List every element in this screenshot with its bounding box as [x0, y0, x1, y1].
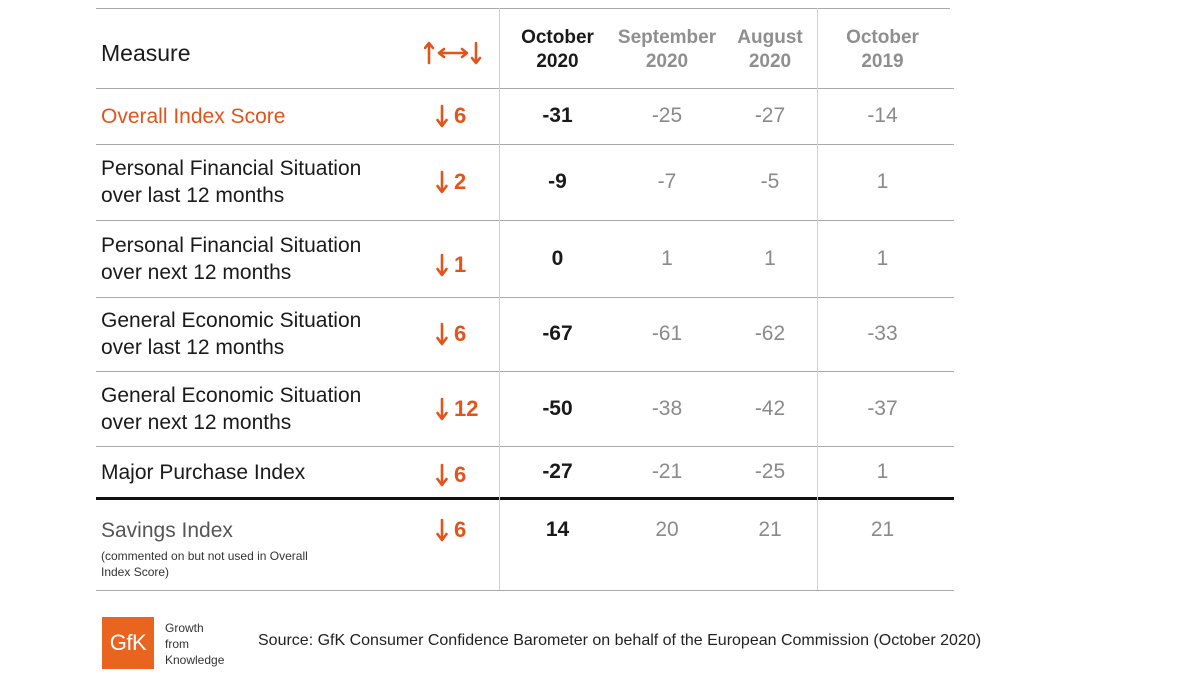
value-aug-2020: -62	[754, 322, 786, 345]
row-rule	[96, 220, 954, 221]
value-aug-2020: -25	[754, 460, 786, 483]
value-oct-2019: -14	[867, 104, 898, 127]
header-measure: Measure	[101, 39, 191, 66]
value-aug-2020: 1	[764, 246, 776, 270]
value-aug-2020: -5	[760, 170, 780, 193]
value-oct-2019: 1	[876, 460, 889, 483]
value-oct-2020: -67	[542, 322, 573, 345]
value-sep-2020: -25	[651, 104, 683, 127]
row-change: 6	[436, 297, 496, 371]
header-august-2020: August 2020	[737, 27, 803, 72]
row-rule	[96, 446, 954, 447]
value-sep-2020: 20	[655, 518, 679, 541]
value-oct-2019: 1	[876, 246, 889, 270]
row-rule	[96, 297, 954, 298]
column-divider	[499, 8, 500, 590]
arrow-down-icon	[436, 518, 448, 542]
arrow-down-icon	[436, 322, 448, 346]
row-rule	[96, 371, 954, 372]
arrow-down-icon	[436, 397, 448, 420]
arrow-down-icon	[436, 463, 448, 487]
savings-index-note: (commented on but not used in Overall In…	[101, 549, 308, 579]
row-label-general-economic-next-12: General Economic Situation over next 12 m…	[101, 383, 362, 434]
savings-divider	[96, 497, 954, 500]
value-oct-2020: 14	[545, 518, 570, 541]
value-oct-2020: -50	[542, 396, 573, 420]
value-sep-2020: -38	[651, 396, 683, 420]
header-october-2019: October 2019	[846, 27, 919, 72]
header-rule	[96, 88, 954, 89]
row-change: 6	[436, 449, 496, 501]
row-change: 1	[436, 226, 496, 303]
header-september-2020: September 2020	[617, 27, 717, 72]
value-oct-2020: -9	[548, 170, 567, 193]
header-change-icon	[424, 40, 484, 66]
row-label-major-purchase-index: Major Purchase Index	[101, 460, 306, 484]
value-aug-2020: -27	[754, 104, 786, 127]
row-change: 12	[436, 371, 496, 446]
row-change: 2	[436, 144, 496, 220]
row-change: 6	[436, 88, 496, 144]
gfk-logo: GfK	[102, 617, 154, 669]
column-divider	[817, 8, 818, 590]
arrow-down-icon	[436, 170, 448, 194]
value-oct-2020: -27	[542, 460, 573, 483]
value-aug-2020: -42	[754, 396, 786, 420]
row-label-overall-index: Overall Index Score	[101, 104, 286, 128]
value-sep-2020: -21	[651, 460, 683, 483]
value-sep-2020: -7	[657, 170, 677, 193]
value-oct-2019: -37	[867, 396, 898, 420]
row-label-personal-financial-next-12: Personal Financial Situation over next 12…	[101, 233, 362, 284]
value-aug-2020: 21	[758, 518, 782, 541]
up-left-right-down-arrows-icon	[424, 41, 482, 65]
header-october-2020: October 2020	[521, 27, 594, 72]
source-note: Source: GfK Consumer Confidence Baromete…	[258, 632, 982, 649]
value-sep-2020: -61	[651, 322, 683, 345]
value-oct-2019: 1	[876, 170, 889, 193]
value-oct-2019: -33	[867, 322, 898, 345]
arrow-down-icon	[436, 104, 448, 128]
value-oct-2020: 0	[551, 246, 564, 270]
row-label-savings-index: Savings Index	[101, 518, 233, 542]
row-change: 6	[436, 515, 496, 545]
bottom-rule	[96, 590, 954, 591]
row-label-personal-financial-last-12: Personal Financial Situation over last 12…	[101, 157, 362, 207]
row-rule	[96, 144, 954, 145]
arrow-down-icon	[436, 253, 448, 276]
logo-tagline: Growth from Knowledge	[165, 621, 225, 667]
value-sep-2020: 1	[661, 246, 673, 270]
top-rule	[96, 8, 950, 9]
row-label-general-economic-last-12: General Economic Situation over last 12 m…	[101, 309, 362, 359]
value-oct-2019: 21	[870, 518, 895, 541]
value-oct-2020: -31	[542, 104, 573, 127]
